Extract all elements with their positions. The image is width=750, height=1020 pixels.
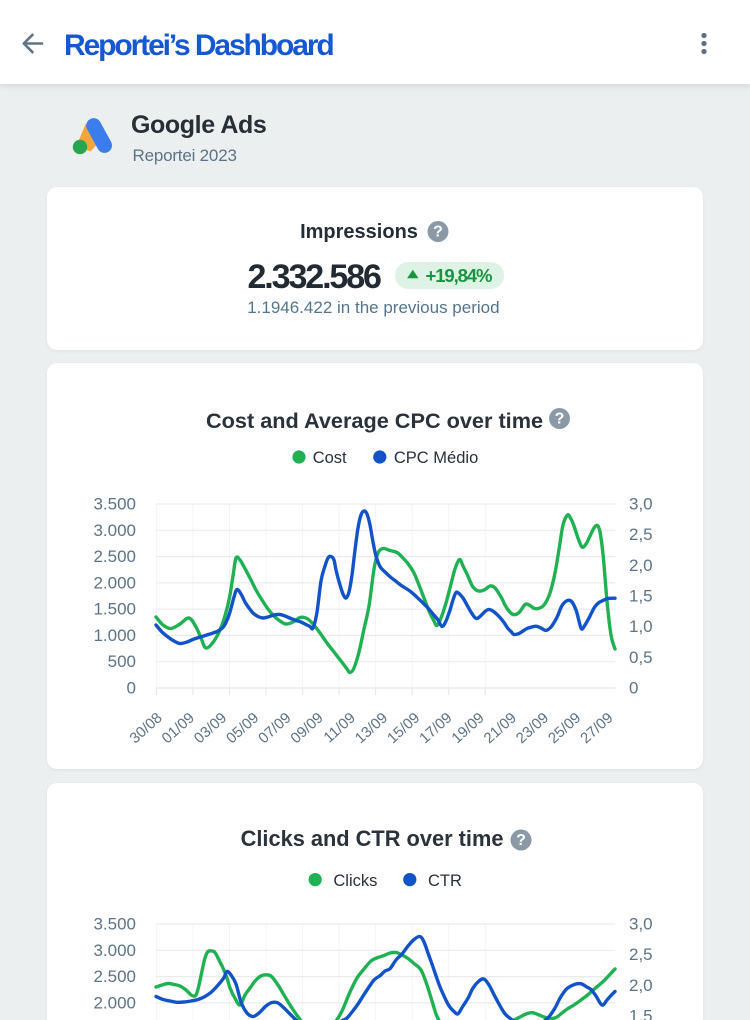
svg-text:07/09: 07/09 [255,709,294,747]
svg-text:03/09: 03/09 [191,709,230,747]
svg-text:3,0: 3,0 [629,495,653,514]
svg-text:0: 0 [629,679,638,698]
svg-text:1,5: 1,5 [629,1007,653,1020]
svg-text:2.000: 2.000 [93,573,136,592]
svg-text:05/09: 05/09 [223,709,262,747]
svg-text:3,0: 3,0 [629,915,653,934]
svg-text:2.000: 2.000 [93,993,136,1012]
svg-text:500: 500 [108,652,136,671]
svg-text:2.500: 2.500 [93,967,136,986]
svg-text:21/09: 21/09 [481,709,520,747]
svg-text:19/09: 19/09 [448,709,487,747]
svg-text:25/09: 25/09 [545,709,584,747]
svg-text:2.500: 2.500 [93,547,136,566]
svg-text:2,5: 2,5 [629,945,653,964]
svg-text:?: ? [433,224,443,241]
svg-text:1,0: 1,0 [629,617,653,636]
svg-text:3.500: 3.500 [93,915,136,934]
svg-text:3.000: 3.000 [93,521,136,540]
svg-text:1.000: 1.000 [93,626,136,645]
svg-text:1.500: 1.500 [93,600,136,619]
svg-text:11/09: 11/09 [320,709,358,746]
svg-text:2,0: 2,0 [629,556,653,575]
svg-text:09/09: 09/09 [287,709,326,747]
svg-text:15/09: 15/09 [384,709,423,747]
svg-text:?: ? [555,411,565,428]
svg-text:30/08: 30/08 [126,709,165,747]
svg-text:17/09: 17/09 [416,709,455,747]
svg-text:13/09: 13/09 [352,709,391,747]
svg-text:3.000: 3.000 [93,941,136,960]
svg-text:27/09: 27/09 [577,709,616,747]
svg-text:2,5: 2,5 [629,525,653,544]
svg-text:0: 0 [127,679,136,698]
svg-text:3.500: 3.500 [93,495,136,514]
svg-text:01/09: 01/09 [159,709,198,747]
svg-text:1,5: 1,5 [629,587,653,606]
svg-text:0,5: 0,5 [629,648,653,667]
svg-text:23/09: 23/09 [513,709,552,747]
svg-text:?: ? [516,832,526,849]
svg-text:2,0: 2,0 [629,976,653,995]
